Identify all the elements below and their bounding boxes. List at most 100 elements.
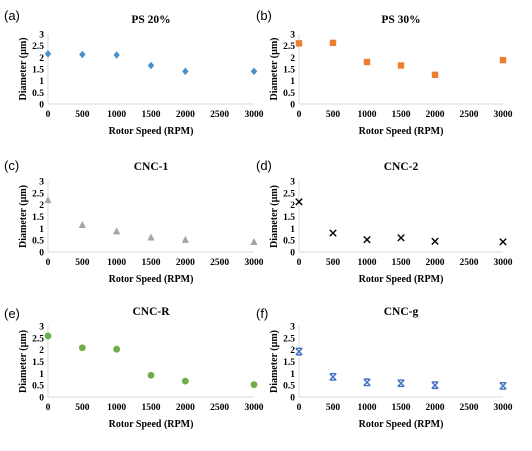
y-axis-label: Diameter (µm): [18, 330, 29, 393]
x-tick-label: 3000: [494, 258, 513, 268]
x-tick-label: 3000: [245, 403, 264, 413]
x-tick-label: 1000: [107, 258, 126, 268]
x-tick-label: 0: [297, 110, 302, 120]
x-tick-label: 2000: [176, 403, 195, 413]
x-tick-label: 0: [46, 403, 51, 413]
y-tick-label: 0.5: [32, 237, 44, 247]
data-point: [295, 198, 303, 206]
x-axis-label: Rotor Speed (RPM): [359, 274, 444, 285]
y-tick-label: 1.5: [32, 66, 44, 76]
x-tick-label: 0: [46, 110, 51, 120]
chart-panel: (e) CNC-R 0 0.5 1 1.5 2 2.53 0 500 1000 1500 2000 250…: [4, 306, 264, 430]
x-tick-label: 1000: [358, 403, 377, 413]
y-axis-label: Diameter (µm): [18, 37, 29, 100]
x-tick-label: 0: [297, 258, 302, 268]
panel-letter: (a): [4, 8, 20, 23]
data-point: [499, 56, 507, 64]
y-tick-label: 1.5: [283, 66, 295, 76]
x-tick-label: 500: [75, 258, 90, 268]
data-point: [250, 238, 258, 246]
x-axis-label: Rotor Speed (RPM): [109, 419, 194, 430]
data-point: [44, 196, 52, 204]
x-tick-label: 2500: [460, 403, 479, 413]
data-point: [329, 39, 337, 47]
x-tick-label: 500: [326, 403, 341, 413]
chart-panel: (c) CNC-1 0 0.5 1 1.5 2 2.53 0 500 1000 1500 2000 250…: [4, 158, 264, 285]
x-tick-label: 1500: [392, 403, 411, 413]
data-point: [113, 51, 120, 59]
x-axis-label: Rotor Speed (RPM): [109, 126, 194, 137]
y-tick-label: 3: [39, 31, 44, 41]
y-tick-label: 2.5: [283, 189, 295, 199]
x-tick-label: 2500: [460, 110, 479, 120]
x-tick-label: 2000: [426, 110, 445, 120]
data-point: [147, 371, 155, 379]
x-tick-label: 0: [46, 258, 51, 268]
x-tick-label: 500: [75, 403, 90, 413]
x-tick-label: 1500: [392, 110, 411, 120]
y-tick-label: 3: [290, 31, 295, 41]
y-tick-label: 1: [39, 77, 44, 87]
x-tick-label: 3000: [245, 258, 264, 268]
y-tick-label: 1.5: [283, 358, 295, 368]
data-point: [499, 238, 507, 246]
y-tick-label: 0.5: [283, 237, 295, 247]
y-tick-label: 2.5: [283, 42, 295, 52]
data-point: [431, 237, 439, 246]
x-tick-label: 500: [326, 110, 341, 120]
data-point: [147, 61, 155, 70]
x-tick-label: 2000: [176, 258, 195, 268]
panel-letter: (f): [256, 306, 268, 321]
chart-title: PS 30%: [381, 14, 420, 26]
y-tick-label: 3: [290, 178, 295, 188]
chart-panel: (f) CNC-g 0 0.5 1 1.5 2 2.53 0 500 1000 1500 2000 250…: [256, 306, 513, 430]
y-tick-label: 1: [290, 370, 295, 380]
y-tick-label: 0.5: [283, 89, 295, 99]
panel-letter: (c): [4, 158, 19, 173]
x-axis-label: Rotor Speed (RPM): [359, 419, 444, 430]
x-axis-label: Rotor Speed (RPM): [109, 274, 194, 285]
x-tick-label: 3000: [494, 110, 513, 120]
chart-panel: (d) CNC-2 0 0.5 1 1.5 2 2.53 0 500 1000 1500 2000 250…: [256, 158, 513, 285]
x-tick-label: 1000: [358, 110, 377, 120]
y-tick-label: 0: [290, 249, 295, 259]
chart-title: PS 20%: [131, 14, 170, 26]
y-tick-label: 1: [39, 225, 44, 235]
y-tick-label: 0: [39, 249, 44, 259]
data-point: [181, 377, 189, 385]
data-point: [113, 345, 121, 353]
y-tick-label: 2: [290, 201, 295, 211]
x-tick-label: 2500: [210, 110, 229, 120]
y-tick-label: 1: [290, 225, 295, 235]
chart-title: CNC-R: [132, 306, 170, 318]
y-axis-label: Diameter (µm): [269, 185, 280, 248]
y-tick-label: 3: [39, 323, 44, 333]
x-tick-label: 1500: [142, 403, 161, 413]
data-point: [363, 58, 371, 66]
y-tick-label: 3: [39, 178, 44, 188]
x-tick-label: 2000: [426, 258, 445, 268]
y-tick-label: 0.5: [32, 382, 44, 392]
x-tick-label: 1500: [392, 258, 411, 268]
y-tick-label: 1.5: [283, 213, 295, 223]
x-tick-label: 1500: [142, 258, 161, 268]
y-tick-label: 0.5: [32, 89, 44, 99]
y-tick-label: 1.5: [32, 213, 44, 223]
data-point: [295, 40, 303, 47]
data-point: [363, 235, 371, 244]
y-tick-label: 2.5: [32, 334, 44, 344]
x-tick-label: 1000: [107, 403, 126, 413]
y-tick-label: 0: [39, 101, 44, 111]
y-tick-label: 2: [39, 346, 44, 356]
x-tick-label: 2500: [210, 403, 229, 413]
x-tick-label: 2500: [210, 258, 229, 268]
data-point: [147, 233, 155, 241]
y-tick-label: 2: [290, 346, 295, 356]
x-tick-label: 0: [297, 403, 302, 413]
data-point: [397, 62, 405, 69]
data-point: [397, 234, 405, 242]
data-point: [182, 67, 189, 76]
data-point: [181, 235, 189, 243]
chart-panel: (a) PS 20% 0 0.5 11.5 2 2.53 0 500 1000 1500 2000 25…: [4, 8, 264, 137]
data-point: [44, 332, 52, 340]
